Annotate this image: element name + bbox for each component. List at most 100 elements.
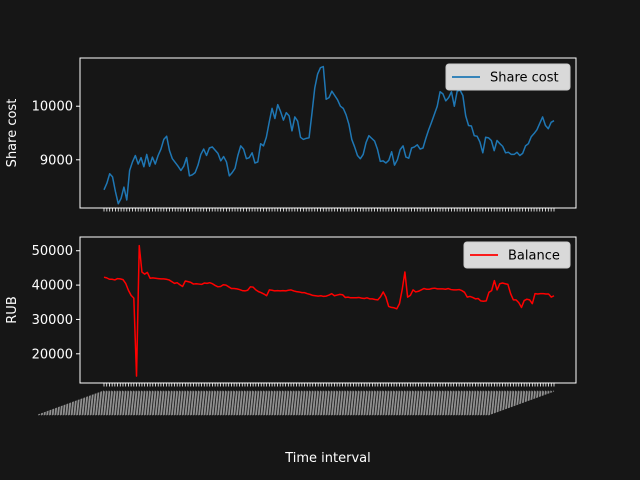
share-cost-y-ticks: 9000 10000 (32, 100, 80, 168)
x-tick-label-strip (59, 390, 126, 416)
x-tick-label-strip (482, 390, 549, 416)
x-tick-label-strip (336, 390, 403, 416)
x-tick-label-strip (374, 390, 441, 416)
x-tick-label-strip (203, 390, 270, 416)
x-tick-label-strip (67, 390, 135, 416)
x-tick-label-strip (414, 390, 481, 416)
x-tick-label-strip (382, 390, 449, 416)
x-tick-label-strip (458, 390, 525, 416)
x-tick-label-strip (290, 390, 357, 416)
x-tick-label-strip (208, 390, 275, 416)
x-tick-label-strip (97, 390, 164, 416)
y-tick-label: 40000 (32, 279, 73, 294)
x-tick-label-strip (368, 390, 435, 416)
x-tick-label-strip (86, 390, 153, 416)
x-tick-label-strip (211, 390, 278, 416)
x-tick-label-strip (355, 390, 422, 416)
x-tick-label-strip (309, 390, 376, 416)
x-tick-label-strip (360, 390, 427, 416)
x-tick-label-strip (401, 390, 468, 416)
balance-series-line (103, 244, 555, 377)
x-tick-label-strip (51, 390, 118, 416)
x-tick-label-strip (393, 390, 460, 416)
x-tick-label-strip (132, 390, 200, 416)
x-tick-label-strip (420, 390, 487, 416)
x-tick-label-strip (303, 390, 370, 416)
x-tick-label-strip (124, 390, 191, 416)
x-tick-label-strip (141, 390, 208, 416)
balance-x-tick-labels (38, 390, 555, 416)
x-tick-label-strip (260, 390, 327, 416)
x-tick-label-strip (390, 390, 457, 416)
x-tick-label-strip (122, 390, 189, 416)
x-tick-label-strip (113, 390, 181, 416)
x-tick-label-strip (357, 390, 425, 416)
y-tick-label: 30000 (32, 313, 73, 328)
x-tick-label-strip (306, 390, 373, 416)
x-tick-label-strip (108, 390, 175, 416)
x-tick-label-strip (165, 390, 232, 416)
x-tick-label-strip (444, 390, 511, 416)
x-tick-label-strip (214, 390, 281, 416)
x-tick-label-strip (46, 390, 113, 416)
y-tick-label: 20000 (32, 347, 73, 362)
x-tick-label-strip (314, 390, 381, 416)
x-tick-label-strip (325, 390, 392, 416)
x-tick-label-strip (439, 390, 506, 416)
x-tick-label-strip (187, 390, 254, 416)
x-tick-label-strip (100, 390, 167, 416)
x-tick-label-strip (341, 390, 408, 416)
x-tick-label-strip (235, 390, 303, 416)
x-tick-label-strip (157, 390, 224, 416)
x-tick-label-strip (254, 390, 322, 416)
x-tick-label-strip (192, 390, 259, 416)
x-tick-label-strip (227, 390, 294, 416)
x-tick-label-strip (233, 390, 300, 416)
x-tick-label-strip (219, 390, 286, 416)
x-tick-label-strip (431, 390, 498, 416)
x-tick-label-strip (366, 390, 433, 416)
x-tick-label-strip (48, 390, 116, 416)
balance-panel: 20000 30000 40000 50000 RUB Balance Time in… (5, 236, 577, 466)
x-tick-label-strip (252, 390, 319, 416)
x-tick-label-strip (38, 390, 105, 416)
x-tick-label-strip (162, 390, 229, 416)
x-tick-label-strip (81, 390, 148, 416)
x-tick-label-strip (287, 390, 354, 416)
x-tick-label-strip (197, 390, 265, 416)
x-tick-label-strip (40, 390, 107, 416)
share-cost-y-axis-label: Share cost (5, 99, 20, 168)
x-tick-label-strip (460, 390, 528, 416)
x-tick-label-strip (469, 390, 536, 416)
x-tick-label-strip (344, 390, 411, 416)
x-tick-label-strip (130, 390, 197, 416)
x-tick-label-strip (338, 390, 406, 416)
share-cost-legend-label: Share cost (490, 71, 559, 86)
x-tick-label-strip (249, 390, 316, 416)
x-tick-label-strip (246, 390, 313, 416)
x-tick-label-strip (206, 390, 273, 416)
x-tick-label-strip (450, 390, 517, 416)
x-tick-label-strip (94, 390, 162, 416)
x-tick-label-strip (257, 390, 324, 416)
x-tick-label-strip (352, 390, 419, 416)
x-tick-label-strip (452, 390, 519, 416)
x-tick-label-strip (154, 390, 221, 416)
x-tick-label-strip (181, 390, 248, 416)
x-tick-label-strip (485, 390, 552, 416)
x-tick-label-strip (143, 390, 210, 416)
y-tick-label: 9000 (40, 153, 73, 168)
x-tick-label-strip (43, 390, 110, 416)
x-tick-label-strip (65, 390, 132, 416)
share-cost-legend: Share cost (445, 63, 571, 91)
x-tick-label-strip (62, 390, 129, 416)
x-tick-label-strip (135, 390, 202, 416)
share-cost-series-line (103, 65, 555, 205)
x-tick-label-strip (300, 390, 368, 416)
x-tick-label-strip (265, 390, 332, 416)
x-tick-label-strip (376, 390, 444, 416)
x-tick-label-strip (78, 390, 145, 416)
x-tick-label-strip (244, 390, 311, 416)
x-tick-label-strip (127, 390, 194, 416)
x-tick-label-strip (363, 390, 430, 416)
